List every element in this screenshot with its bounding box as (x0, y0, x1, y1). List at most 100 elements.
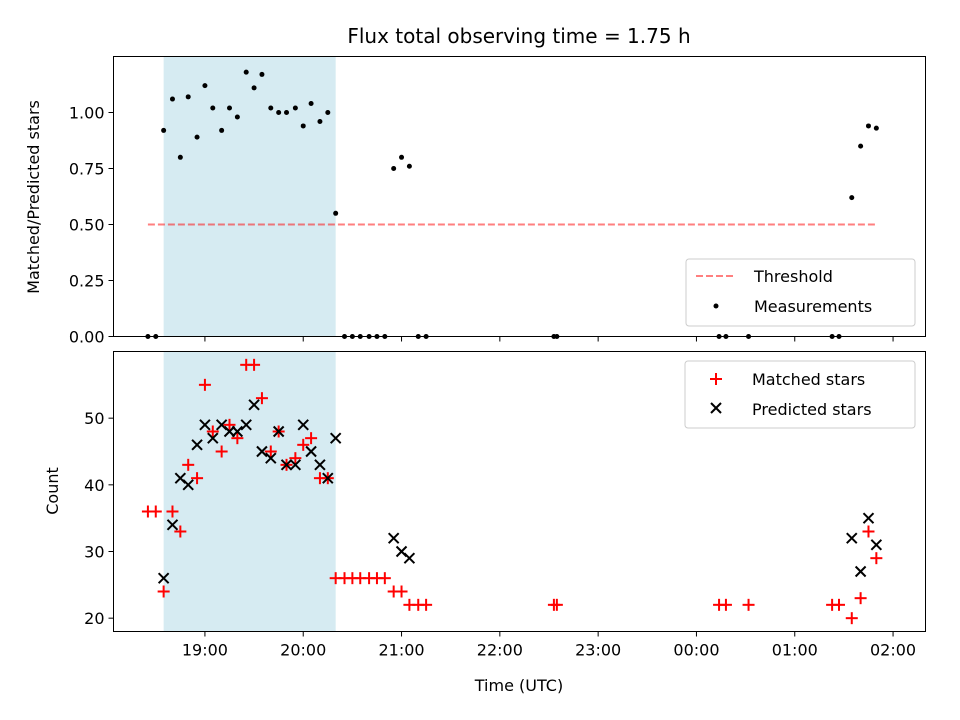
bottom-observing-window-shade (163, 351, 336, 632)
matched-star-marker (550, 598, 563, 611)
x-tick-label: 21:00 (378, 641, 424, 660)
bottom-legend-box (684, 360, 916, 429)
measurement-point (333, 210, 339, 216)
predicted-star-marker (846, 532, 858, 544)
matched-star-marker (264, 445, 277, 458)
predicted-star-marker (272, 425, 285, 438)
measurement-point (849, 195, 855, 201)
measurement-point (185, 94, 191, 100)
measurement-point (243, 69, 249, 75)
top-observing-window-shade (163, 56, 336, 337)
measurement-point (325, 110, 331, 115)
top-legend-box (685, 258, 916, 327)
matched-star-marker (174, 525, 187, 538)
measurement-point (268, 105, 274, 111)
x-tick-label: 22:00 (477, 641, 523, 660)
measurement-point (284, 110, 290, 115)
x-tick-label: 20:00 (280, 641, 326, 660)
matched-star-marker (255, 392, 268, 405)
x-tick-label: 23:00 (575, 641, 621, 660)
predicted-star-marker (305, 445, 317, 458)
measurement-point (858, 143, 864, 149)
matched-star-marker (854, 592, 867, 605)
legend-threshold-label: Threshold (753, 267, 833, 286)
bottom-y-axis-label: Count (43, 467, 62, 515)
measurement-point (210, 105, 216, 111)
measurement-point (873, 125, 879, 131)
measurement-point (391, 166, 397, 171)
predicted-star-marker (231, 425, 244, 438)
x-tick-label: 02:00 (870, 641, 916, 660)
predicted-star-marker (248, 399, 260, 411)
matched-star-marker (149, 505, 162, 518)
predicted-star-marker (387, 532, 400, 544)
measurement-point (227, 105, 232, 111)
measurement-point (292, 105, 298, 111)
legend-measurements-label: Measurements (754, 297, 872, 316)
measurement-point (399, 154, 405, 160)
predicted-star-marker (166, 519, 179, 531)
predicted-star-marker (322, 472, 334, 484)
bottom-legend: Matched stars Predicted stars (684, 360, 916, 429)
top-y-tick-label: 0.00 (69, 328, 105, 347)
predicted-star-marker (157, 572, 170, 584)
bottom-axes-frame (113, 351, 926, 632)
legend-matched-label: Matched stars (752, 370, 865, 389)
legend-predicted-label: Predicted stars (752, 400, 872, 419)
legend-predicted-swatch (710, 402, 722, 414)
measurement-point (234, 114, 240, 120)
predicted-star-marker (329, 432, 342, 444)
bottom-y-tick-label: 50 (84, 409, 104, 428)
matched-star-marker (182, 458, 195, 471)
top-y-tick-label: 0.25 (69, 272, 105, 291)
measurement-point (169, 96, 175, 102)
x-axis-label: Time (UTC) (474, 676, 563, 695)
measurement-point (276, 110, 282, 115)
matched-star-marker (191, 472, 204, 485)
top-y-axis-label: Matched/Predicted stars (24, 100, 43, 294)
matched-star-marker (231, 432, 244, 445)
predicted-star-marker (403, 552, 416, 564)
predicted-star-marker (314, 459, 326, 471)
predicted-star-marker (862, 512, 875, 524)
predicted-star-marker (289, 459, 302, 471)
matched-star-marker (206, 425, 219, 438)
predicted-star-marker (207, 432, 219, 444)
x-tick-label: 19:00 (182, 641, 228, 660)
bottom-panel: 20 30 40 50 19:00 20:00 21:00 22:00 23:00 00:00 0… (43, 351, 926, 695)
top-y-tick-label: 0.75 (69, 160, 105, 179)
matched-star-marker (742, 598, 755, 611)
top-panel: 0.00 0.25 0.50 0.75 1.00 Matched/Predicted s… (24, 56, 926, 347)
x-tick-label: 01:00 (772, 641, 818, 660)
matched-star-marker (395, 585, 408, 598)
legend-measurements-swatch (713, 303, 719, 309)
matched-star-marker (166, 505, 179, 518)
measurement-point (202, 83, 208, 89)
legend-matched-swatch (710, 373, 722, 385)
predicted-star-marker (854, 565, 867, 578)
predicted-star-marker (870, 539, 883, 551)
matched-star-marker (157, 585, 170, 598)
measurement-point (317, 118, 323, 124)
measurement-point (161, 127, 167, 133)
predicted-star-marker (191, 439, 203, 451)
bottom-y-tick-label: 30 (84, 543, 104, 562)
predicted-star-marker (182, 479, 194, 491)
measurement-point (251, 85, 257, 91)
matched-star-marker (862, 525, 875, 538)
top-y-tick-label: 0.50 (69, 216, 105, 235)
predicted-star-marker (199, 419, 211, 431)
measurement-point (308, 101, 314, 107)
matched-star-marker (305, 432, 318, 445)
bottom-y-tick-label: 40 (84, 476, 104, 495)
top-axes-frame (113, 56, 926, 337)
matched-star-marker (832, 598, 845, 611)
x-tick-label: 00:00 (673, 641, 719, 660)
matched-star-marker (248, 358, 261, 371)
predicted-star-marker (265, 452, 277, 464)
matched-star-marker (223, 418, 236, 431)
matched-star-marker (215, 445, 228, 458)
predicted-star-marker (280, 459, 293, 471)
measurement-point (219, 127, 225, 133)
